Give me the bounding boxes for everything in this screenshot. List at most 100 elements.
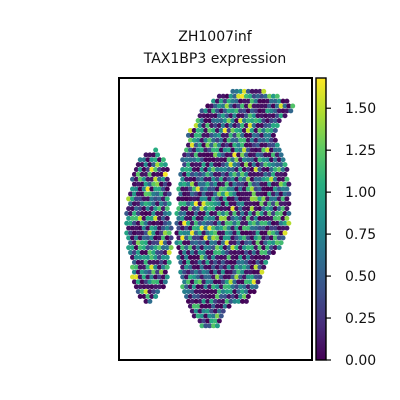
spot-1017	[230, 167, 236, 173]
spot-1024	[257, 167, 263, 173]
spot-860	[207, 186, 213, 192]
spot-175	[195, 274, 201, 280]
spot-168	[157, 274, 163, 280]
spot-72	[222, 294, 228, 299]
spot-244	[222, 264, 228, 270]
spot-279	[232, 259, 238, 265]
spot-632	[257, 215, 263, 221]
spot-459	[218, 235, 224, 241]
spot-1186	[207, 137, 213, 143]
spot-61	[153, 294, 159, 299]
spot-431	[263, 240, 269, 246]
spot-915	[270, 181, 276, 187]
spot-658	[197, 210, 203, 216]
spot-558	[124, 220, 130, 226]
spot-512	[267, 230, 273, 236]
spot-464	[238, 235, 244, 241]
spot-82	[147, 289, 153, 295]
spot-607	[153, 215, 159, 221]
spot-1177	[263, 142, 269, 148]
spot-1000	[153, 167, 159, 173]
spot-829	[240, 191, 246, 197]
spot-1372	[241, 98, 247, 104]
spot-791	[245, 196, 251, 202]
spot-185	[234, 274, 240, 280]
spot-1022	[249, 167, 255, 173]
spot-1199	[257, 137, 263, 143]
spot-529	[176, 225, 182, 231]
spot-937	[207, 176, 213, 182]
spot-1058	[251, 162, 257, 168]
spot-360	[133, 245, 139, 251]
spot-381	[218, 245, 224, 251]
spot-594	[267, 220, 273, 226]
spot-1360	[278, 103, 284, 109]
spot-510	[259, 230, 265, 236]
spot-1083	[214, 157, 220, 163]
spot-674	[259, 210, 265, 216]
spot-666	[228, 210, 234, 216]
spot-1369	[230, 98, 236, 104]
spot-571	[178, 220, 184, 226]
spot-598	[282, 220, 288, 226]
spot-1364	[211, 98, 217, 104]
spot-768	[149, 196, 155, 202]
spot-356	[267, 250, 273, 256]
spot-1029	[276, 167, 282, 173]
spot-1387	[228, 93, 234, 99]
spot-1170	[236, 142, 242, 148]
spot-1098	[272, 157, 278, 163]
spot-159	[251, 279, 257, 285]
spot-398	[131, 240, 137, 246]
spot-195	[143, 269, 149, 275]
spot-895	[193, 181, 199, 187]
spot-620	[211, 215, 217, 221]
spot-1158	[189, 142, 195, 148]
spot-774	[180, 196, 186, 202]
spot-743	[216, 201, 222, 207]
spot-1041	[185, 162, 191, 168]
spot-912	[259, 181, 265, 187]
spot-1055	[240, 162, 246, 168]
spot-113	[184, 284, 190, 290]
spot-1155	[272, 147, 278, 153]
spot-989	[263, 171, 269, 177]
spot-1406	[253, 88, 259, 94]
spot-544	[234, 225, 240, 231]
spot-1130	[278, 152, 284, 158]
spot-1005	[184, 167, 190, 173]
spot-789	[238, 196, 244, 202]
spot-1268	[263, 123, 269, 129]
spot-436	[126, 235, 132, 241]
spot-200	[162, 269, 168, 275]
spot-542	[226, 225, 232, 231]
spot-899	[209, 181, 215, 187]
spot-193	[135, 269, 141, 275]
spot-945	[238, 176, 244, 182]
spot-343	[216, 250, 222, 256]
spot-1016	[226, 167, 232, 173]
spot-1202	[268, 137, 274, 143]
spot-234	[184, 264, 190, 270]
spot-855	[187, 186, 193, 192]
spot-366	[157, 245, 163, 251]
spot-181	[218, 274, 224, 280]
spot-1239	[234, 127, 240, 133]
spot-645	[143, 210, 149, 216]
spot-1251	[197, 123, 203, 129]
spot-799	[276, 196, 282, 202]
spot-1326	[234, 108, 240, 114]
spot-272	[205, 259, 211, 265]
spot-688	[149, 206, 155, 212]
spot-165	[145, 274, 151, 280]
spot-243	[218, 264, 224, 270]
spot-59	[145, 294, 151, 299]
spot-325	[139, 250, 145, 256]
spot-1395	[259, 93, 265, 99]
spot-1214	[224, 132, 230, 138]
spot-1299	[216, 113, 222, 119]
spot-303	[195, 254, 201, 260]
spot-1173	[247, 142, 253, 148]
spot-1088	[234, 157, 240, 163]
spot-965	[158, 171, 164, 177]
